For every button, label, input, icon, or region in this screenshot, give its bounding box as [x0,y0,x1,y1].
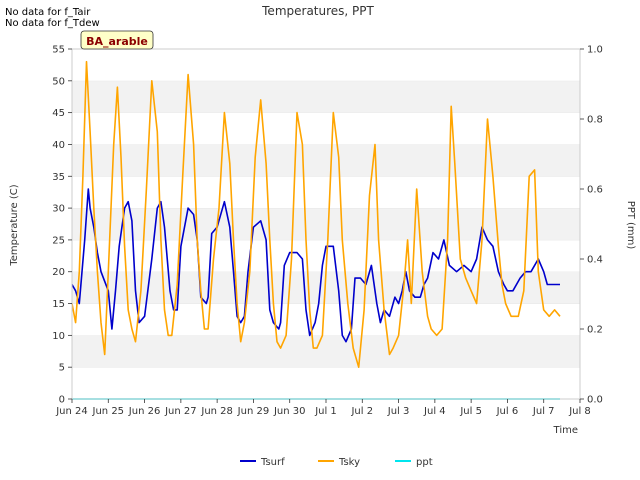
y-tick-label: 50 [52,76,65,87]
x-tick-label: Jul 4 [423,406,446,417]
y2-tick-label: 0.2 [587,325,603,336]
y-axis-ticks: 0 5 10 15 20 25 30 35 40 45 50 55 [52,45,72,406]
x-tick-label: Jul 3 [387,406,410,417]
legend-label: ppt [416,457,433,468]
y-tick-label: 20 [52,267,65,278]
y-tick-label: 25 [52,235,65,246]
x-tick-label: Jul 5 [459,406,482,417]
x-tick-label: Jul 7 [532,406,555,417]
y-tick-label: 10 [52,331,65,342]
y-tick-label: 55 [52,45,65,56]
x-tick-label: Jun 30 [273,406,306,417]
y-tick-label: 0 [59,395,65,406]
grid-band [72,144,580,177]
y-tick-label: 35 [52,172,65,183]
y-tick-label: 45 [52,108,65,119]
site-label: BA_arable [86,35,148,48]
grid-bands [72,48,580,399]
y-tick-label: 15 [52,299,65,310]
y-tick-label: 30 [52,204,65,215]
legend-label: Tsurf [260,457,285,468]
x-tick-label: Jul 8 [568,406,591,417]
chart-title: Temperatures, PPT [261,4,374,18]
x-axis-ticks: Jun 24 Jun 25 Jun 26 Jun 27 Jun 28 Jun 29 Jun … [55,399,591,417]
y2-tick-label: 0.4 [587,255,603,266]
y2-tick-label: 0.8 [587,115,603,126]
no-data-note-2: No data for f_Tdew [5,18,100,29]
grid-band [72,176,580,209]
grid-band [72,367,580,399]
grid-band [72,208,580,240]
x-axis-label: Time [553,425,578,436]
x-tick-label: Jun 25 [92,406,125,417]
y2-tick-label: 1.0 [587,45,603,56]
y-tick-label: 5 [59,363,65,374]
grid-band [72,335,580,368]
y2-tick-label: 0.6 [587,185,603,196]
x-tick-label: Jul 2 [350,406,373,417]
x-tick-label: Jul 1 [314,406,337,417]
y2-tick-label: 0.0 [587,395,603,406]
x-tick-label: Jun 27 [164,406,197,417]
x-tick-label: Jun 24 [55,406,88,417]
site-label-box: BA_arable [80,30,154,50]
series-line-tsurf [71,188,560,343]
y-axis-label: Temperature (C) [9,184,20,266]
y2-axis-ticks: 0.0 0.2 0.4 0.6 0.8 1.0 [580,45,603,406]
series-line-tsky [71,60,561,369]
legend-label: Tsky [338,457,360,468]
y2-axis-label: PPT (mm) [625,201,636,250]
grid-band [72,303,580,336]
x-tick-label: Jun 28 [200,406,233,417]
x-tick-label: Jun 29 [237,406,270,417]
grid-band [72,49,580,81]
no-data-note-1: No data for f_Tair [5,7,91,18]
y-tick-label: 40 [52,140,65,151]
x-tick-label: Jul 6 [496,406,519,417]
legend: Tsurf Tsky ppt [240,457,433,468]
grid-band [72,80,580,113]
x-tick-label: Jun 26 [128,406,161,417]
